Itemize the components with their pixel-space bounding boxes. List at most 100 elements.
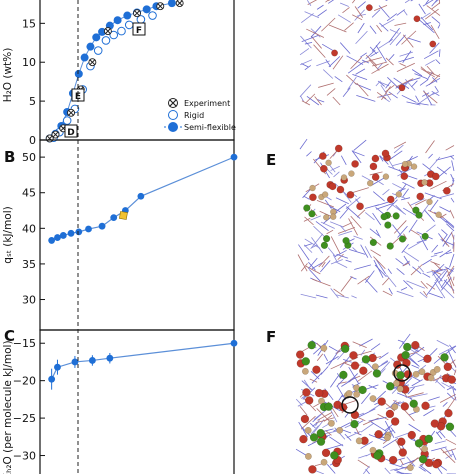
legend-label-semi-flexible: Semi-flexible xyxy=(184,123,236,132)
bond xyxy=(336,378,345,387)
atom xyxy=(435,211,442,218)
atom xyxy=(369,395,377,402)
bond xyxy=(353,139,367,151)
atom xyxy=(350,361,360,370)
annotation-f-label: F xyxy=(136,26,142,36)
atom xyxy=(431,459,441,469)
bond xyxy=(373,390,387,403)
bond xyxy=(386,13,398,22)
bond xyxy=(360,422,375,433)
bond xyxy=(335,261,348,269)
atom xyxy=(316,428,325,438)
bond xyxy=(336,253,349,259)
bond xyxy=(430,24,440,40)
point-semi-flexible xyxy=(142,5,151,14)
bond xyxy=(381,86,391,101)
point-experiment-mark xyxy=(89,59,96,66)
atom xyxy=(301,357,311,366)
bond xyxy=(407,386,415,395)
bond xyxy=(299,48,310,56)
bond xyxy=(315,419,321,427)
panel-letter-c: C xyxy=(4,327,15,345)
bond xyxy=(441,229,448,235)
atom xyxy=(314,388,324,398)
bond xyxy=(354,6,364,18)
bond xyxy=(405,392,424,398)
series-line-semi-flexible xyxy=(51,342,235,380)
atom xyxy=(371,154,380,163)
bond xyxy=(420,280,428,289)
bond xyxy=(398,56,414,63)
point-semi-flexible xyxy=(123,11,132,20)
point-semi-flexible xyxy=(86,42,95,51)
bond xyxy=(352,73,368,80)
bond xyxy=(317,99,325,103)
bond xyxy=(406,456,416,467)
bond xyxy=(403,10,408,16)
bond xyxy=(404,79,416,91)
bond xyxy=(376,202,394,210)
bond xyxy=(382,290,393,296)
bond xyxy=(426,268,443,274)
bond xyxy=(307,441,318,447)
legend-label-experiment: Experiment xyxy=(184,99,230,108)
atom xyxy=(349,351,358,360)
bond xyxy=(340,276,353,292)
bond xyxy=(313,410,326,420)
atom xyxy=(421,401,430,411)
atom xyxy=(319,152,327,160)
bond xyxy=(357,408,376,418)
bond xyxy=(445,251,453,255)
bond xyxy=(337,14,351,23)
bond xyxy=(325,59,332,67)
bond xyxy=(354,9,365,21)
atom xyxy=(406,464,414,472)
point-experiment-mark xyxy=(104,28,111,35)
atom xyxy=(342,237,350,245)
bond xyxy=(358,454,367,459)
bond xyxy=(364,246,372,259)
bond xyxy=(380,426,391,439)
bond xyxy=(369,25,377,35)
bond xyxy=(392,224,403,237)
bond xyxy=(304,216,314,226)
atom xyxy=(398,84,406,92)
bond xyxy=(411,69,423,77)
bond xyxy=(355,30,368,45)
bond xyxy=(357,1,366,9)
bond xyxy=(416,102,429,106)
panel-letter-f: F xyxy=(266,328,276,346)
atom xyxy=(327,419,335,427)
bond xyxy=(336,385,346,401)
bond xyxy=(431,16,441,24)
bond xyxy=(392,183,404,190)
data-point xyxy=(54,234,61,241)
bond xyxy=(329,436,344,447)
panel-c-ticks: −15 −20 −25 −30 xyxy=(13,337,45,463)
bond xyxy=(428,292,443,299)
bond xyxy=(432,77,438,83)
bond xyxy=(418,3,426,15)
lattice-structure-icon xyxy=(295,333,457,474)
point-semi-flexible xyxy=(167,0,176,8)
bond xyxy=(397,167,414,177)
atom xyxy=(426,198,433,206)
bond xyxy=(298,244,310,261)
bond xyxy=(395,34,406,46)
bond xyxy=(305,265,321,275)
bond xyxy=(450,173,455,182)
bond xyxy=(326,464,336,474)
bond xyxy=(304,65,312,71)
atom xyxy=(398,448,408,457)
bond xyxy=(425,77,441,87)
legend-item-rigid: Rigid xyxy=(168,110,204,120)
y-tick-label: −30 xyxy=(13,450,36,463)
bond xyxy=(451,232,455,240)
bond xyxy=(371,63,389,74)
atom xyxy=(369,446,377,454)
bond xyxy=(432,263,445,276)
point-rigid xyxy=(109,30,119,40)
bond xyxy=(409,198,425,207)
bond xyxy=(385,57,394,66)
